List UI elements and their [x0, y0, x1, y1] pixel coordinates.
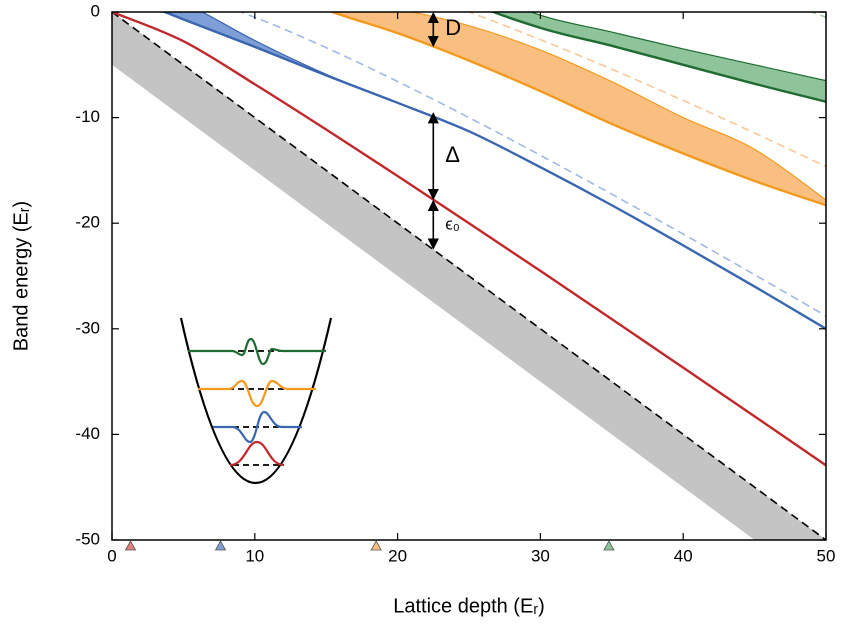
wavefunction: [198, 379, 316, 408]
band-area: [493, 12, 826, 102]
plot-area: [112, 12, 826, 540]
y-tick-label: -50: [75, 529, 100, 548]
dashed-line: [112, 12, 826, 19]
depth-marker: [124, 540, 137, 551]
x-tick-label: 50: [817, 546, 836, 565]
band-lower-edge: [490, 12, 826, 103]
band-area: [112, 12, 826, 540]
band-lower-edge: [161, 12, 826, 330]
dashed-line: [112, 12, 826, 540]
x-tick-label: 30: [531, 546, 550, 565]
wavefunction: [188, 337, 326, 366]
x-tick-label: 40: [674, 546, 693, 565]
depth-marker: [214, 540, 227, 551]
x-axis-title: Lattice depth (Eᵣ): [393, 595, 545, 617]
y-tick-label: -10: [75, 107, 100, 126]
y-tick-label: -20: [75, 213, 100, 232]
depth-marker: [603, 540, 615, 551]
band-lower-edge: [328, 12, 826, 207]
annotation-label: D: [445, 15, 461, 40]
potential-well: [179, 317, 333, 484]
y-tick-label: -30: [75, 318, 100, 337]
band-upper-edge: [529, 12, 826, 82]
x-tick-label: 0: [107, 546, 116, 565]
dashed-line: [112, 12, 826, 317]
line: [112, 12, 826, 467]
wavefunction: [213, 410, 302, 444]
inset-diagram: [179, 317, 333, 484]
wavefunction: [229, 440, 285, 467]
annotation-label: ϵ₀: [445, 214, 460, 233]
plot-frame: [111, 11, 827, 541]
y-tick-label: -40: [75, 424, 100, 443]
band-upper-edge: [409, 12, 826, 201]
y-axis-title: Band energy (Eᵣ): [10, 201, 32, 351]
annotation-label: Δ: [445, 142, 460, 167]
y-tick-label: 0: [91, 1, 100, 20]
depth-marker: [370, 540, 382, 551]
x-tick-label: 20: [388, 546, 407, 565]
x-tick-label: 10: [245, 546, 264, 565]
